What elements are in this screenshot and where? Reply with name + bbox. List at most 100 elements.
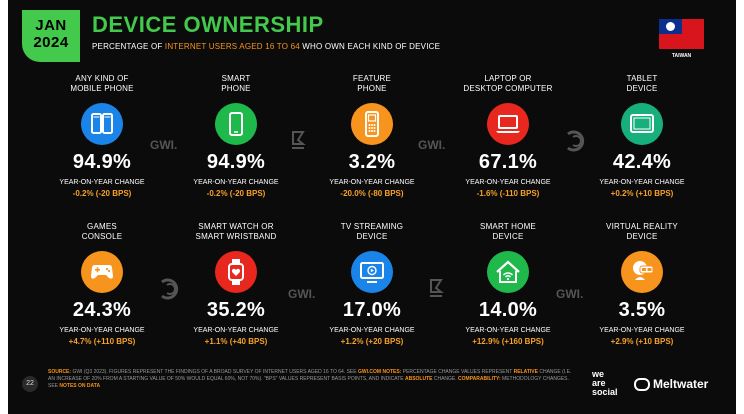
subtitle-highlight: INTERNET USERS AGED 16 TO 64 bbox=[164, 42, 300, 51]
device-ownership-value: 14.0% bbox=[478, 299, 538, 321]
device-card: GAMES CONSOLE 24.3% YEAR-ON-YEAR CHANGE +4.7… bbox=[42, 222, 162, 346]
device-label-line-2: DESKTOP COMPUTER bbox=[463, 84, 553, 93]
device-ownership-value: 42.4% bbox=[612, 151, 672, 173]
page-number: 22 bbox=[22, 376, 38, 392]
device-card: LAPTOP OR DESKTOP COMPUTER 67.1% YEAR-ON-YE… bbox=[448, 74, 568, 198]
comparability-label: COMPARABILITY: bbox=[458, 376, 501, 382]
subtitle-suffix: WHO OWN EACH KIND OF DEVICE bbox=[299, 42, 441, 51]
datareportal-watermark-icon bbox=[161, 278, 179, 300]
device-card: SMART HOME DEVICE 14.0% YEAR-ON-YEAR CHANGE… bbox=[448, 222, 568, 346]
kepios-watermark-icon bbox=[292, 131, 306, 149]
device-ownership-value: 24.3% bbox=[72, 299, 132, 321]
device-label: VIRTUAL REALITY DEVICE bbox=[582, 222, 702, 244]
device-ownership-value: 3.2% bbox=[348, 151, 396, 173]
date-year: 2024 bbox=[33, 34, 69, 51]
yoy-change-value: +12.9% (+160 BPS) bbox=[472, 337, 544, 346]
brand-line-3: social bbox=[592, 387, 618, 397]
yoy-label: YEAR-ON-YEAR CHANGE bbox=[193, 327, 279, 334]
device-label: SMART HOME DEVICE bbox=[448, 222, 568, 244]
device-card: VIRTUAL REALITY DEVICE 3.5% YEAR-ON-YEAR CH… bbox=[582, 222, 702, 346]
device-label: LAPTOP OR DESKTOP COMPUTER bbox=[448, 74, 568, 96]
yoy-change-value: -0.2% (-20 BPS) bbox=[72, 189, 132, 198]
notes-on-data-link[interactable]: NOTES ON DATA bbox=[59, 383, 101, 389]
yoy-change-value: -20.0% (-80 BPS) bbox=[340, 189, 404, 198]
device-label-line-1: ANY KIND OF bbox=[75, 74, 129, 83]
date-badge: JAN 2024 bbox=[22, 10, 80, 62]
device-card: TV STREAMING DEVICE 17.0% YEAR-ON-YEAR CHAN… bbox=[312, 222, 432, 346]
yoy-label: YEAR-ON-YEAR CHANGE bbox=[193, 179, 279, 186]
device-label-line-2: SMART WRISTBAND bbox=[195, 232, 277, 241]
gwi-watermark: GWI. bbox=[150, 138, 178, 152]
relative-highlight: RELATIVE bbox=[513, 369, 538, 375]
meltwater-logo: Meltwater bbox=[634, 377, 709, 392]
device-ownership-value: 67.1% bbox=[478, 151, 538, 173]
device-label: ANY KIND OF MOBILE PHONE bbox=[42, 74, 162, 96]
yoy-change-value: -1.6% (-110 BPS) bbox=[476, 189, 540, 198]
device-label: FEATURE PHONE bbox=[312, 74, 432, 96]
device-label-line-2: DEVICE bbox=[356, 232, 388, 241]
device-card: FEATURE PHONE 3.2% YEAR-ON-YEAR CHANGE -20.0… bbox=[312, 74, 432, 198]
kepios-watermark-icon bbox=[430, 279, 444, 297]
feature-phone-icon bbox=[351, 103, 393, 145]
device-label-line-1: LAPTOP OR bbox=[484, 74, 532, 83]
device-ownership-value: 3.5% bbox=[618, 299, 666, 321]
device-ownership-value: 17.0% bbox=[342, 299, 402, 321]
yoy-label: YEAR-ON-YEAR CHANGE bbox=[59, 179, 145, 186]
smartwatch-icon bbox=[215, 251, 257, 293]
device-label-line-2: PHONE bbox=[357, 84, 387, 93]
yoy-label: YEAR-ON-YEAR CHANGE bbox=[59, 327, 145, 334]
device-label: GAMES CONSOLE bbox=[42, 222, 162, 244]
yoy-label: YEAR-ON-YEAR CHANGE bbox=[465, 327, 551, 334]
notes-label: NOTES: bbox=[381, 369, 402, 375]
device-label-line-2: PHONE bbox=[221, 84, 251, 93]
yoy-change-value: +4.7% (+110 BPS) bbox=[68, 337, 136, 346]
device-card: ANY KIND OF MOBILE PHONE 94.9% YEAR-ON-YEAR… bbox=[42, 74, 162, 198]
device-label: SMART PHONE bbox=[176, 74, 296, 96]
mobile-phones-icon bbox=[81, 103, 123, 145]
device-label-line-1: VIRTUAL REALITY bbox=[606, 222, 678, 231]
yoy-change-value: +0.2% (+10 BPS) bbox=[610, 189, 674, 198]
yoy-label: YEAR-ON-YEAR CHANGE bbox=[599, 327, 685, 334]
device-label-line-2: DEVICE bbox=[626, 232, 658, 241]
device-ownership-value: 94.9% bbox=[72, 151, 132, 173]
gwi-watermark: GWI. bbox=[288, 287, 316, 301]
notes-text-2: CHANGE (I.E. AN INCREASE OF 20% FROM A S… bbox=[48, 369, 572, 382]
device-label-line-1: SMART bbox=[221, 74, 251, 83]
notes-text: PERCENTAGE CHANGE VALUES REPRESENT bbox=[401, 369, 514, 375]
tablet-icon bbox=[621, 103, 663, 145]
page-title: DEVICE OWNERSHIP bbox=[92, 12, 324, 37]
brand-line-1: we bbox=[592, 369, 605, 379]
device-label-line-1: SMART WATCH OR bbox=[198, 222, 274, 231]
device-label-line-2: CONSOLE bbox=[81, 232, 123, 241]
yoy-label: YEAR-ON-YEAR CHANGE bbox=[465, 179, 551, 186]
footer-notes: SOURCE: GWI (Q3 2023). FIGURES REPRESENT… bbox=[48, 369, 578, 390]
source-text: GWI (Q3 2023). FIGURES REPRESENT THE FIN… bbox=[71, 369, 358, 375]
taiwan-flag-icon bbox=[659, 19, 704, 49]
yoy-label: YEAR-ON-YEAR CHANGE bbox=[329, 327, 415, 334]
device-label-line-1: SMART HOME bbox=[480, 222, 536, 231]
device-card: SMART WATCH OR SMART WRISTBAND 35.2% YEAR-O… bbox=[176, 222, 296, 346]
device-ownership-value: 94.9% bbox=[206, 151, 266, 173]
smartphone-icon bbox=[215, 103, 257, 145]
yoy-change-value: +2.9% (+10 BPS) bbox=[610, 337, 674, 346]
flag-label: TAIWAN bbox=[671, 53, 692, 59]
game-controller-icon bbox=[81, 251, 123, 293]
laptop-icon bbox=[487, 103, 529, 145]
device-label-line-1: FEATURE bbox=[352, 74, 392, 83]
slide: JAN 2024 DEVICE OWNERSHIP PERCENTAGE OF … bbox=[8, 0, 736, 414]
vr-headset-icon bbox=[621, 251, 663, 293]
source-label: SOURCE: bbox=[48, 369, 72, 375]
date-month: JAN bbox=[35, 17, 67, 34]
we-are-social-logo: we are social bbox=[592, 370, 618, 397]
meltwater-text: Meltwater bbox=[653, 377, 709, 391]
yoy-label: YEAR-ON-YEAR CHANGE bbox=[599, 179, 685, 186]
brand-line-2: are bbox=[592, 378, 606, 388]
device-label-line-1: TV STREAMING bbox=[340, 222, 404, 231]
device-label: SMART WATCH OR SMART WRISTBAND bbox=[176, 222, 296, 244]
comparability-text: METHODOLOGY CHANGES. SEE bbox=[48, 376, 569, 389]
device-label-line-2: MOBILE PHONE bbox=[70, 84, 134, 93]
source-link[interactable]: GWI.COM bbox=[358, 369, 382, 375]
device-card: TABLET DEVICE 42.4% YEAR-ON-YEAR CHANGE +0.2… bbox=[582, 74, 702, 198]
device-label: TV STREAMING DEVICE bbox=[312, 222, 432, 244]
smart-home-icon bbox=[487, 251, 529, 293]
